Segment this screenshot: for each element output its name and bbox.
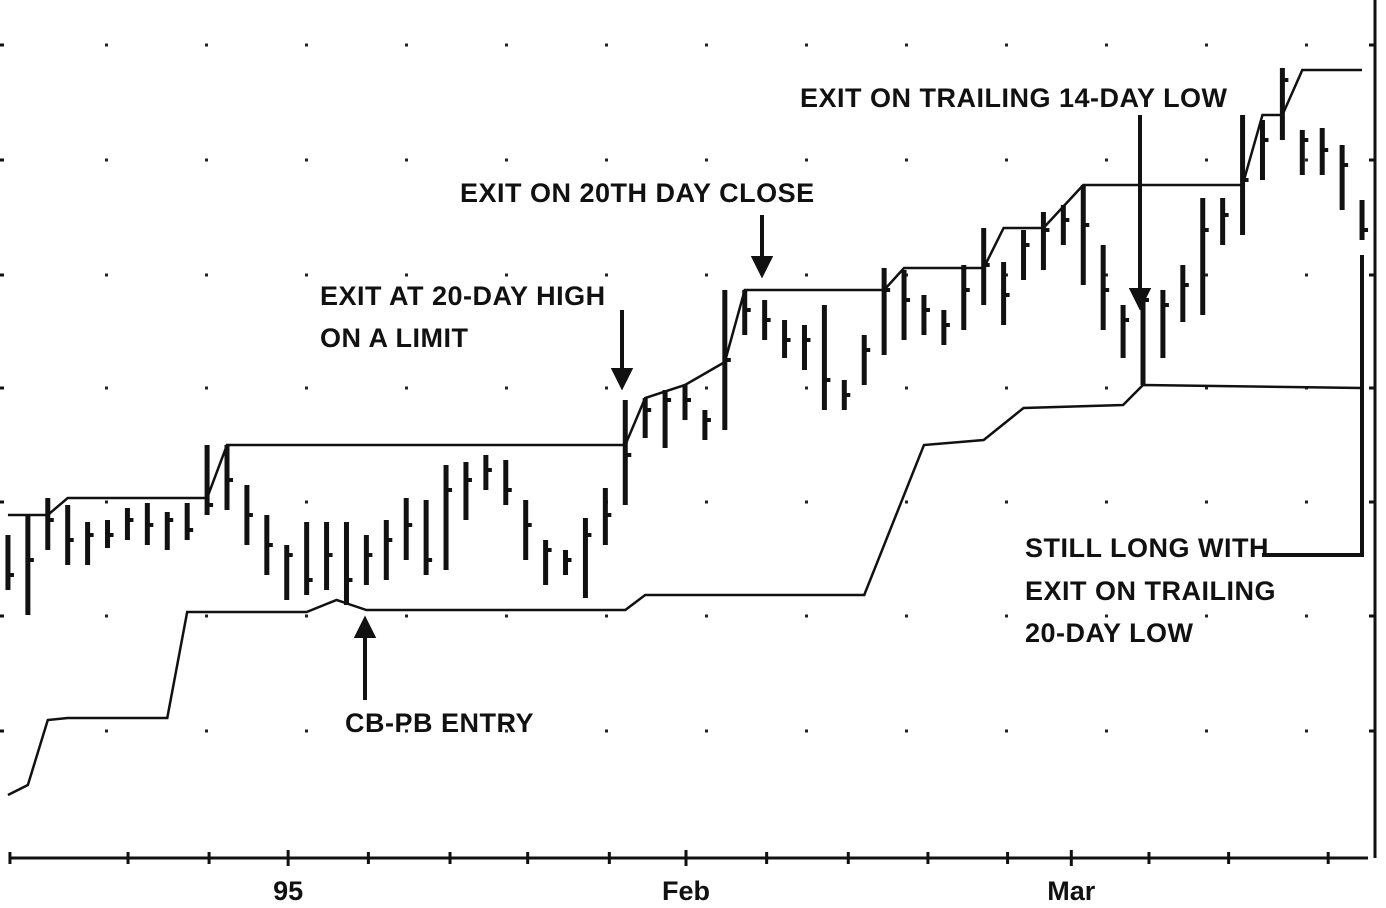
x-tick-label: Mar <box>1047 876 1096 906</box>
arrow-head <box>750 256 774 279</box>
channel-line <box>7 68 1363 517</box>
channel-line <box>7 383 1363 797</box>
arrow-head <box>353 615 377 638</box>
annotation: CB-PB ENTRY <box>345 708 534 738</box>
x-tick-label: 95 <box>273 876 303 906</box>
annotation: STILL LONG WITH <box>1025 533 1269 563</box>
x-tick-label: Feb <box>662 876 710 906</box>
annotation: EXIT AT 20-DAY HIGH <box>320 281 606 311</box>
annotation: EXIT ON TRAILING <box>1025 576 1276 606</box>
annotation: 20-DAY LOW <box>1025 618 1194 648</box>
annotation: EXIT ON TRAILING 14-DAY LOW <box>800 83 1228 113</box>
annotation: EXIT ON 20TH DAY CLOSE <box>460 178 815 208</box>
arrows <box>353 115 1364 700</box>
leader <box>1262 255 1364 557</box>
annotation: ON A LIMIT <box>320 323 468 353</box>
arrow-head <box>610 368 634 391</box>
